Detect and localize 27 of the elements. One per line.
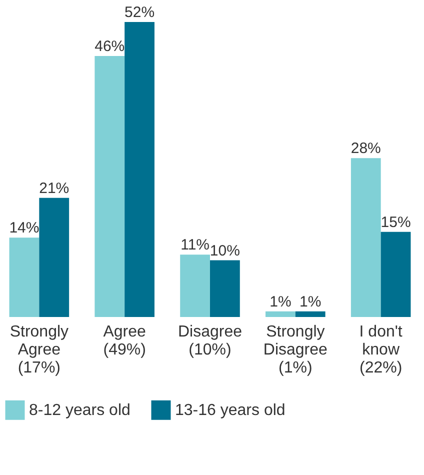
data-label: 52% [124,4,155,21]
legend-label: 8-12 years old [29,402,130,420]
data-label: 46% [94,38,125,56]
bar [94,56,125,317]
x-tick-label: Disagree (10%) [178,324,242,358]
data-label: 11% [180,236,210,254]
data-label: 15% [380,214,411,231]
data-label: 28% [350,140,381,158]
bar [266,311,296,317]
legend-label: 13-16 years old [175,402,286,420]
bar [210,260,240,317]
x-tick-label: Agree (49%) [103,324,146,358]
data-label: 14% [9,220,40,237]
x-tick-label: Strongly Agree (17%) [10,324,69,376]
bar [180,254,210,317]
data-label: 10% [210,242,240,260]
bar [9,238,40,317]
x-tick-label: Strongly Disagree (1%) [263,324,328,376]
bar [124,22,154,317]
bar [39,198,70,317]
bar [350,158,381,317]
bar [295,311,326,317]
x-tick-label: I don't know (22%) [359,324,403,376]
bar [380,232,411,317]
data-label: 1% [300,293,322,310]
data-label: 1% [270,293,292,310]
data-label: 21% [39,180,70,197]
